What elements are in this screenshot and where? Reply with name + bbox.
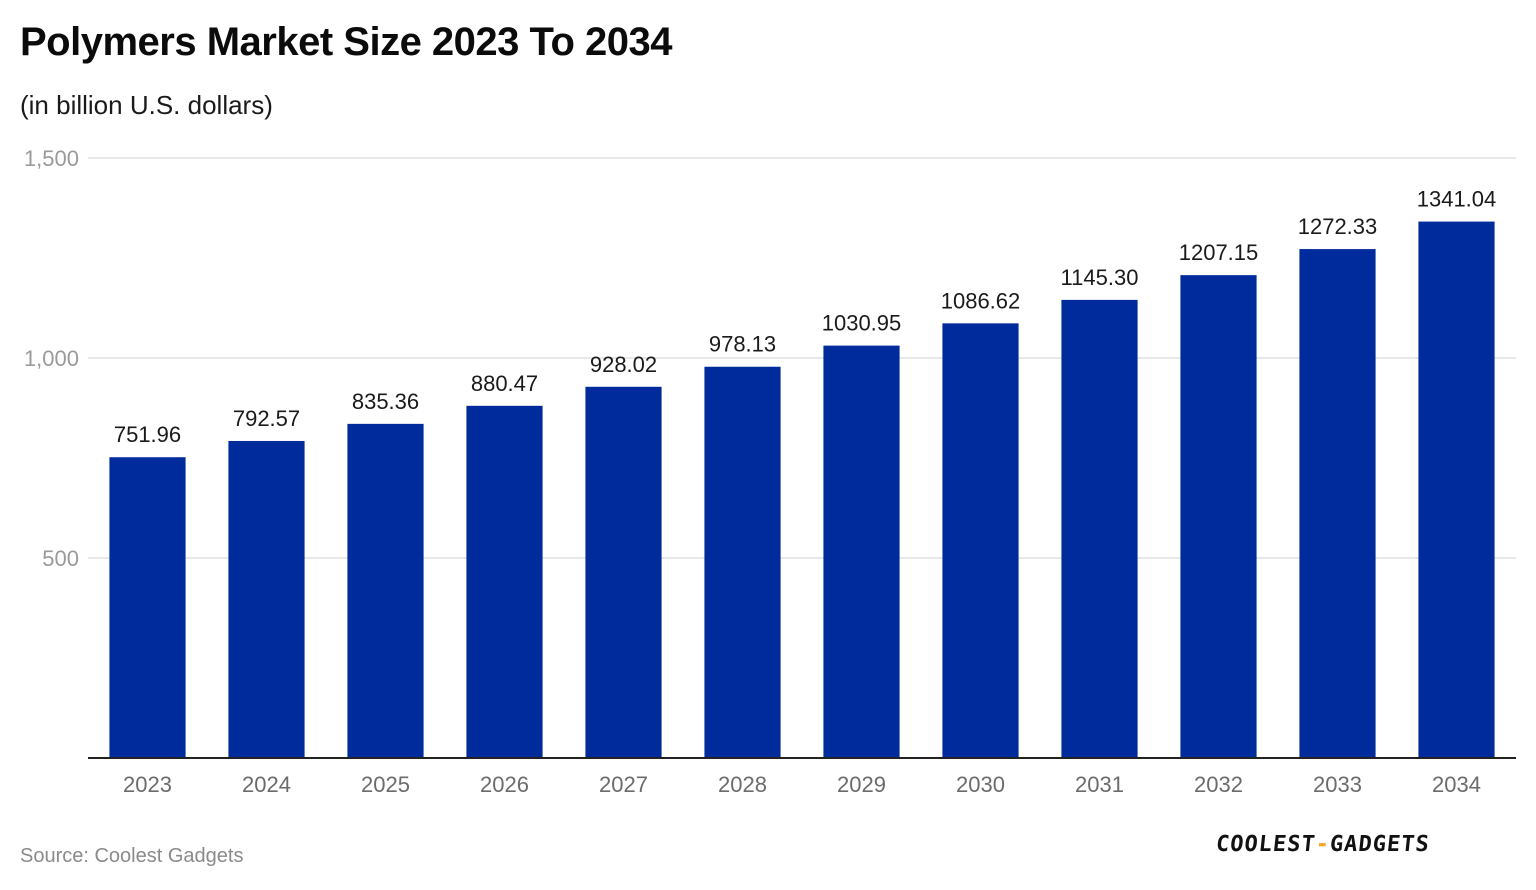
bar-value-label: 1341.04	[1417, 187, 1497, 212]
bar	[1180, 275, 1257, 758]
x-tick-label: 2033	[1313, 772, 1362, 797]
bar	[228, 440, 305, 758]
x-tick-label: 2028	[718, 772, 767, 797]
bar	[585, 386, 662, 758]
bar	[1418, 221, 1495, 759]
x-tick-label: 2029	[837, 772, 886, 797]
bar-value-label: 1086.62	[941, 288, 1021, 313]
bar	[109, 457, 186, 758]
logo-text-right: GADGETS	[1328, 832, 1432, 857]
bar-value-label: 928.02	[590, 352, 657, 377]
x-tick-label: 2030	[956, 772, 1005, 797]
bar-value-label: 751.96	[114, 422, 181, 447]
x-tick-label: 2031	[1075, 772, 1124, 797]
bar-value-label: 1030.95	[822, 311, 902, 336]
bar-value-label: 1145.30	[1061, 265, 1139, 290]
x-tick-label: 2025	[361, 772, 410, 797]
bar	[823, 345, 900, 758]
bar-value-label: 1207.15	[1179, 240, 1259, 265]
chart-title: Polymers Market Size 2023 To 2034	[20, 20, 673, 64]
bar	[466, 405, 543, 758]
y-tick-label: 1,500	[24, 146, 79, 171]
bar-value-label: 880.47	[471, 371, 538, 396]
bar	[942, 323, 1019, 758]
x-tick-label: 2027	[599, 772, 648, 797]
bar	[347, 423, 424, 758]
x-tick-label: 2034	[1432, 772, 1481, 797]
bar-value-label: 835.36	[352, 389, 419, 414]
logo-text-left: COOLEST	[1214, 832, 1318, 857]
bar-value-label: 978.13	[709, 332, 776, 357]
chart-subtitle: (in billion U.S. dollars)	[20, 90, 273, 120]
bar-value-label: 1272.33	[1298, 214, 1378, 239]
x-tick-label: 2024	[242, 772, 291, 797]
x-tick-label: 2032	[1194, 772, 1243, 797]
brand-logo: COOLEST-GADGETS	[1215, 832, 1431, 857]
x-tick-label: 2026	[480, 772, 529, 797]
bar	[1299, 249, 1376, 758]
y-tick-label: 500	[42, 546, 79, 571]
bar	[704, 366, 781, 758]
source-note: Source: Coolest Gadgets	[20, 845, 244, 867]
x-tick-label: 2023	[123, 772, 172, 797]
y-tick-label: 1,000	[24, 346, 79, 371]
bar-value-label: 792.57	[233, 406, 300, 431]
bar	[1061, 299, 1138, 758]
